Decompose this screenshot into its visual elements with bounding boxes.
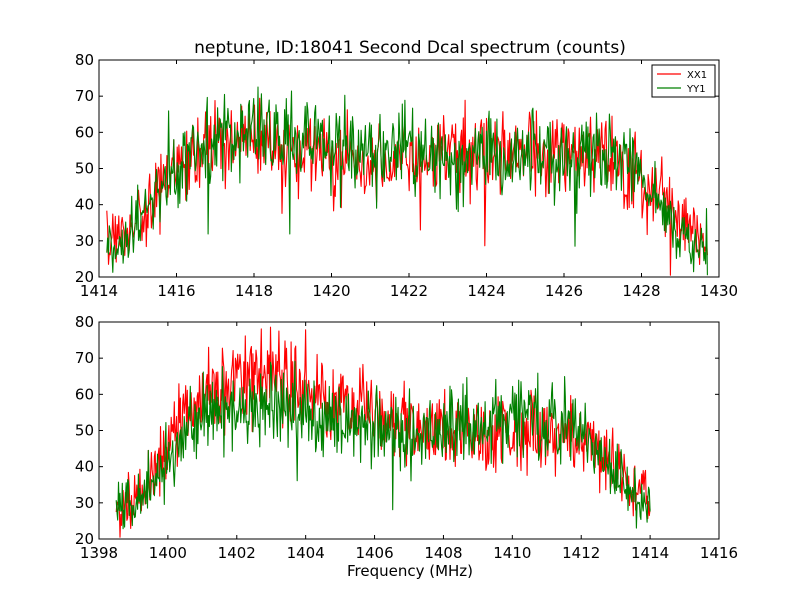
y-tick-label: 50 bbox=[75, 422, 94, 440]
top-panel: 1414 1416 1418 1420 1422 1424 1426 1428 1430 20 30… bbox=[75, 51, 738, 300]
y-tick-label: 40 bbox=[75, 196, 94, 214]
x-tick-label: 1400 bbox=[149, 544, 187, 562]
x-tick-label: 1426 bbox=[545, 282, 583, 300]
series-line-yy1 bbox=[115, 360, 651, 530]
x-tick-label: 1428 bbox=[622, 282, 660, 300]
x-tick-label: 1414 bbox=[80, 282, 118, 300]
x-tick-label: 1406 bbox=[355, 544, 393, 562]
x-tick-label: 1418 bbox=[235, 282, 273, 300]
legend-label-xx1: XX1 bbox=[687, 70, 707, 81]
legend-label-yy1: YY1 bbox=[686, 84, 706, 95]
x-tick-label: 1402 bbox=[218, 544, 256, 562]
x-axis-label: Frequency (MHz) bbox=[347, 562, 473, 580]
y-tick-label: 80 bbox=[75, 51, 94, 69]
x-tick-label: 1416 bbox=[157, 282, 195, 300]
series-line-yy1 bbox=[106, 86, 708, 276]
x-tick-label: 1412 bbox=[562, 544, 600, 562]
y-tick-label: 20 bbox=[75, 268, 94, 286]
x-tick-label: 1416 bbox=[700, 544, 738, 562]
series-line-xx1 bbox=[106, 97, 708, 276]
y-tick-label: 70 bbox=[75, 349, 94, 367]
legend-box bbox=[651, 64, 716, 98]
y-tick-label: 60 bbox=[75, 123, 94, 141]
y-tick-label: 50 bbox=[75, 160, 94, 178]
chart-title: neptune, ID:18041 Second Dcal spectrum (… bbox=[194, 38, 626, 58]
x-tick-label: 1420 bbox=[312, 282, 350, 300]
y-tick-label: 30 bbox=[75, 232, 94, 250]
x-tick-label: 1404 bbox=[287, 544, 325, 562]
x-tick-label: 1424 bbox=[467, 282, 505, 300]
x-tick-label: 1410 bbox=[493, 544, 531, 562]
y-tick-label: 80 bbox=[75, 313, 94, 331]
x-tick-label: 1414 bbox=[631, 544, 669, 562]
y-tick-label: 20 bbox=[75, 530, 94, 548]
y-tick-label: 30 bbox=[75, 494, 94, 512]
x-tick-label: 1408 bbox=[424, 544, 462, 562]
y-tick-label: 70 bbox=[75, 87, 94, 105]
y-tick-label: 60 bbox=[75, 385, 94, 403]
x-tick-label: 1422 bbox=[390, 282, 428, 300]
x-tick-label: 1398 bbox=[80, 544, 118, 562]
y-tick-label: 40 bbox=[75, 458, 94, 476]
x-tick-label: 1430 bbox=[700, 282, 738, 300]
bottom-panel: 1398 1400 1402 1404 1406 1408 1410 1412 1414 1416… bbox=[75, 313, 738, 562]
